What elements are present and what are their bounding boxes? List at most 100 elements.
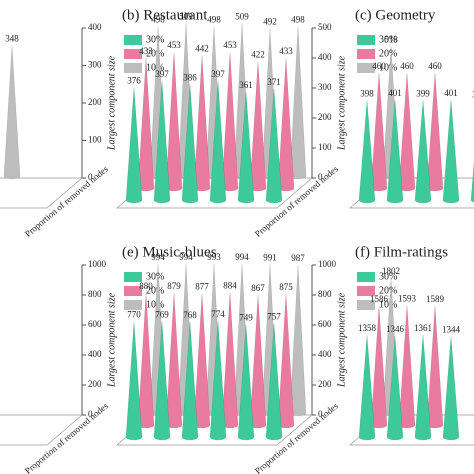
data-label: 453 — [167, 40, 181, 50]
cone — [181, 321, 199, 441]
data-label: 994 — [179, 252, 193, 262]
cone — [414, 334, 432, 441]
data-label: 498 — [207, 15, 221, 25]
z-tick-label: 0 — [88, 172, 93, 182]
z-tick-label: 800 — [88, 289, 102, 299]
data-label: 774 — [211, 309, 225, 319]
legend-label: 10% — [146, 62, 164, 73]
data-label: 386 — [183, 72, 197, 82]
panel-title: (f) Film-ratings — [355, 244, 448, 260]
data-label: 880 — [139, 281, 153, 291]
cone — [386, 99, 404, 204]
data-label: 769 — [155, 310, 169, 320]
cone — [386, 336, 404, 441]
legend-swatch — [124, 49, 142, 59]
cone — [209, 80, 227, 204]
data-label: 397 — [155, 69, 169, 79]
cone — [237, 324, 255, 441]
legend-swatch — [357, 63, 375, 73]
z-tick-label: 400 — [318, 52, 332, 62]
cone — [265, 88, 283, 204]
data-label: 453 — [223, 40, 237, 50]
z-tick-label: 100 — [88, 135, 102, 145]
legend-swatch — [124, 286, 142, 296]
z-tick-label: 300 — [88, 60, 102, 70]
data-label: 1589 — [426, 294, 445, 304]
cone — [358, 100, 376, 204]
cone — [358, 335, 376, 441]
data-label: 1361 — [414, 323, 432, 333]
data-label: 498 — [151, 15, 165, 25]
data-label: 994 — [151, 252, 165, 262]
data-label: 867 — [251, 283, 265, 293]
z-tick-label: 0 — [318, 172, 323, 182]
z-tick-label: 100 — [318, 142, 332, 152]
data-label: 397 — [211, 69, 225, 79]
cone — [442, 99, 460, 204]
cone — [153, 321, 171, 441]
x-axis-label: Proportion of removed nodes — [23, 163, 110, 239]
legend-label: 30% — [146, 271, 164, 282]
legend-swatch — [357, 49, 375, 59]
legend-label: 10% — [379, 62, 397, 73]
data-label: 395 — [472, 89, 474, 99]
data-label: 757 — [267, 312, 281, 322]
legend-swatch — [124, 63, 142, 73]
panel-title: (e) Music-blues — [122, 244, 217, 260]
data-label: 993 — [207, 252, 221, 262]
z-tick-label: 400 — [318, 349, 332, 359]
z-tick-label: 0 — [88, 409, 93, 419]
cone — [414, 100, 432, 204]
panel-title: (c) Geometry — [355, 7, 436, 23]
cone — [265, 323, 283, 441]
legend-label: 20% — [379, 48, 397, 59]
z-tick-label: 800 — [318, 289, 332, 299]
z-tick-label: 0 — [318, 409, 323, 419]
z-tick-label: 300 — [318, 82, 332, 92]
data-label: 987 — [291, 253, 305, 263]
cone — [153, 80, 171, 204]
data-label: 348 — [5, 34, 19, 44]
legend-swatch — [357, 272, 375, 282]
legend-label: 20% — [146, 48, 164, 59]
z-axis-label: Largest component size — [336, 292, 347, 388]
data-label: 422 — [251, 49, 265, 59]
data-label: 401 — [444, 88, 458, 98]
z-tick-label: 1000 — [88, 259, 107, 269]
cone — [181, 84, 199, 204]
z-axis-label: Largest component size — [106, 292, 117, 388]
legend-label: 30% — [379, 34, 397, 45]
data-label: 401 — [388, 88, 402, 98]
legend-label: 20% — [146, 285, 164, 296]
data-label: 884 — [223, 280, 237, 290]
data-label: 1586 — [370, 294, 389, 304]
legend-swatch — [357, 286, 375, 296]
data-label: 770 — [127, 310, 141, 320]
z-tick-label: 200 — [88, 379, 102, 389]
legend-label: 10% — [146, 299, 164, 310]
cone — [3, 45, 21, 180]
data-label: 518 — [384, 35, 398, 45]
legend-swatch — [124, 35, 142, 45]
data-label: 361 — [239, 80, 253, 90]
z-tick-label: 200 — [88, 97, 102, 107]
z-tick-label: 500 — [318, 22, 332, 32]
data-label: 442 — [195, 43, 209, 53]
data-label: 749 — [239, 313, 253, 323]
data-label: 433 — [139, 46, 153, 56]
z-tick-label: 600 — [318, 319, 332, 329]
cone — [442, 336, 460, 441]
legend-swatch — [357, 300, 375, 310]
data-label: 460 — [400, 61, 414, 71]
data-label: 1346 — [386, 324, 405, 334]
data-label: 460 — [428, 61, 442, 71]
legend-swatch — [124, 300, 142, 310]
z-tick-label: 200 — [318, 112, 332, 122]
z-axis-label: Largest component size — [336, 55, 347, 151]
z-tick-label: 400 — [88, 22, 102, 32]
data-label: 492 — [263, 16, 277, 26]
data-label: 509 — [235, 11, 249, 21]
data-label: 509 — [179, 11, 193, 21]
z-axis-label: Largest component size — [106, 55, 117, 151]
